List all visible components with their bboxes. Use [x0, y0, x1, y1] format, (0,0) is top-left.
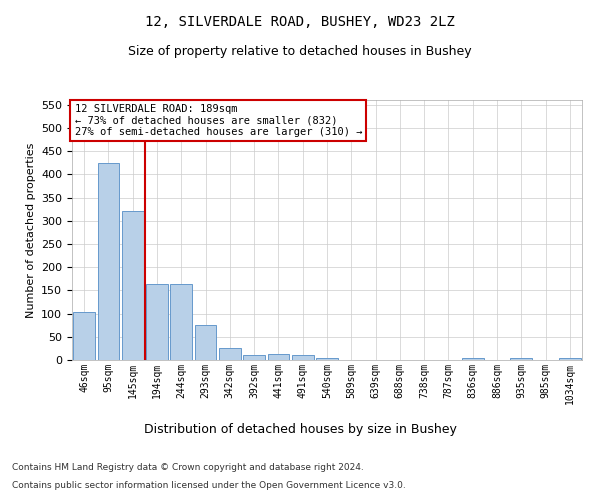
- Text: Size of property relative to detached houses in Bushey: Size of property relative to detached ho…: [128, 45, 472, 58]
- Bar: [97, 162, 119, 360]
- Bar: [462, 358, 484, 360]
- Text: Contains HM Land Registry data © Crown copyright and database right 2024.: Contains HM Land Registry data © Crown c…: [12, 462, 364, 471]
- Bar: [73, 312, 95, 360]
- Bar: [292, 356, 314, 360]
- Y-axis label: Number of detached properties: Number of detached properties: [26, 142, 35, 318]
- Text: Contains public sector information licensed under the Open Government Licence v3: Contains public sector information licen…: [12, 481, 406, 490]
- Bar: [268, 354, 289, 360]
- Bar: [511, 358, 532, 360]
- Bar: [122, 212, 143, 360]
- Bar: [316, 358, 338, 360]
- Bar: [219, 348, 241, 360]
- Bar: [170, 284, 192, 360]
- Bar: [194, 325, 217, 360]
- Bar: [243, 356, 265, 360]
- Bar: [146, 284, 168, 360]
- Text: Distribution of detached houses by size in Bushey: Distribution of detached houses by size …: [143, 422, 457, 436]
- Text: 12 SILVERDALE ROAD: 189sqm
← 73% of detached houses are smaller (832)
27% of sem: 12 SILVERDALE ROAD: 189sqm ← 73% of deta…: [74, 104, 362, 137]
- Text: 12, SILVERDALE ROAD, BUSHEY, WD23 2LZ: 12, SILVERDALE ROAD, BUSHEY, WD23 2LZ: [145, 15, 455, 29]
- Bar: [559, 358, 581, 360]
